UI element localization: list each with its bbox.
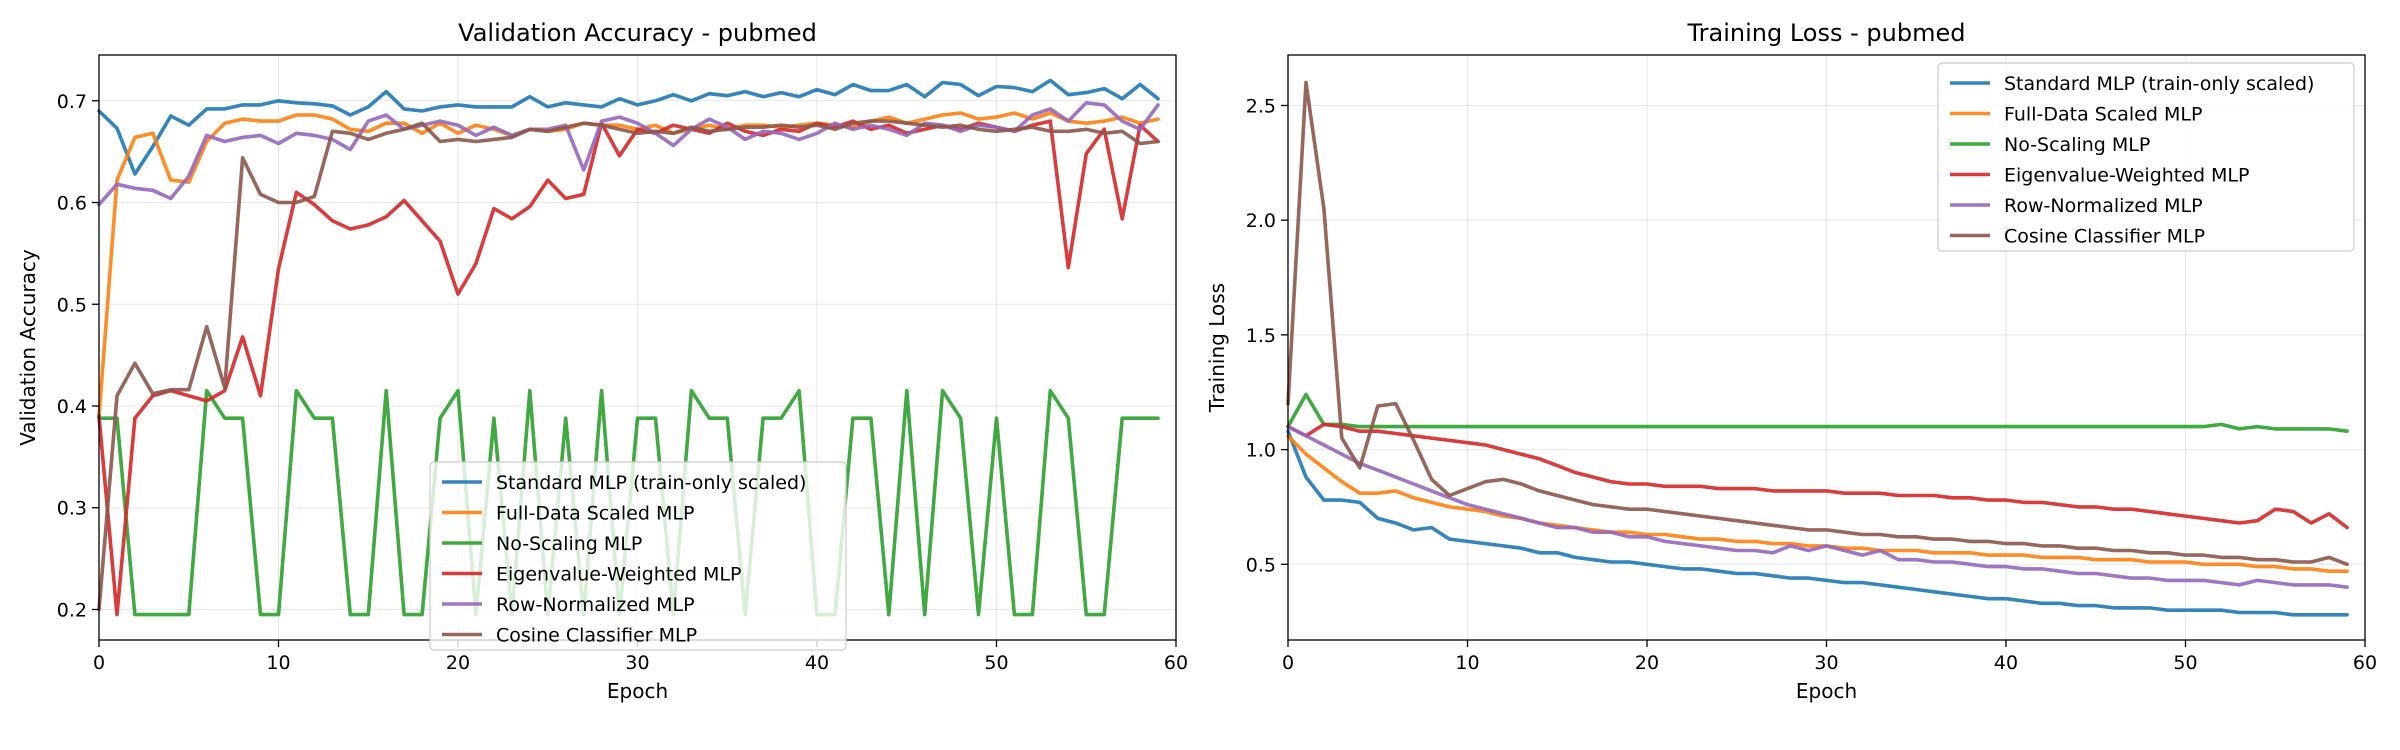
y-tick-label: 2.5	[1246, 95, 1276, 117]
series-line-0	[97, 78, 1160, 176]
legend-entry-1: Full-Data Scaled MLP	[2004, 104, 2202, 126]
x-tick-label: 20	[1635, 652, 1659, 674]
y-tick-label: 0.6	[57, 193, 87, 215]
x-tick-label: 40	[805, 652, 829, 674]
y-tick-label: 2.0	[1246, 210, 1276, 232]
chart-panel-1: 0 10 20 30 40 50 60 0.5 1.0 1.5 2.0 2.5 Training Los…	[1205, 19, 2377, 703]
y-tick-label: 0.3	[57, 498, 87, 520]
series-line-0	[1286, 429, 2349, 617]
x-tick-label: 0	[93, 652, 105, 674]
legend-box	[429, 461, 847, 651]
y-tick-label: 1.0	[1246, 440, 1276, 462]
x-tick-label: 60	[2353, 652, 2377, 674]
chart-title: Training Loss - pubmed	[1687, 19, 1966, 47]
x-axis-label: Epoch	[607, 679, 668, 703]
y-tick-label: 0.2	[57, 599, 87, 621]
series-line-4	[1286, 424, 2349, 590]
legend-entry-3: Eigenvalue-Weighted MLP	[496, 564, 741, 586]
legend-entry-4: Row-Normalized MLP	[2004, 195, 2203, 217]
x-tick-label: 50	[984, 652, 1008, 674]
series-line-1	[1286, 433, 2349, 574]
legend-entry-0: Standard MLP (train-only scaled)	[496, 472, 806, 494]
series-line-5	[1286, 80, 2349, 567]
x-tick-label: 60	[1164, 652, 1188, 674]
x-tick-label: 40	[1994, 652, 2018, 674]
x-tick-label: 20	[446, 652, 470, 674]
legend-box	[1937, 62, 2355, 252]
legend: Standard MLP (train-only scaled) Full-Dat…	[1937, 62, 2355, 252]
legend-entry-2: No-Scaling MLP	[496, 533, 642, 555]
y-axis-label: Validation Accuracy	[16, 249, 40, 446]
legend-entry-4: Row-Normalized MLP	[496, 594, 695, 616]
series-line-2	[1286, 392, 2349, 434]
x-tick-label: 50	[2173, 652, 2197, 674]
chart-title: Validation Accuracy - pubmed	[458, 19, 817, 47]
legend-entry-5: Cosine Classifier MLP	[496, 625, 697, 647]
legend-entry-5: Cosine Classifier MLP	[2004, 226, 2205, 248]
legend: Standard MLP (train-only scaled) Full-Dat…	[429, 461, 847, 651]
series-line-4	[97, 101, 1160, 207]
y-tick-label: 0.7	[57, 91, 87, 113]
series-line-5	[97, 119, 1160, 612]
x-tick-label: 10	[266, 652, 290, 674]
legend-entry-1: Full-Data Scaled MLP	[496, 503, 694, 525]
y-axis-label: Training Loss	[1205, 283, 1229, 413]
series-line-3	[1286, 422, 2349, 530]
y-tick-label: 0.5	[57, 294, 87, 316]
y-tick-label: 0.4	[57, 396, 87, 418]
legend-entry-2: No-Scaling MLP	[2004, 134, 2150, 156]
y-tick-label: 0.5	[1246, 554, 1276, 576]
x-axis-label: Epoch	[1796, 679, 1857, 703]
y-tick-label: 1.5	[1246, 325, 1276, 347]
x-tick-label: 10	[1455, 652, 1479, 674]
x-tick-label: 0	[1282, 652, 1294, 674]
series-line-1	[97, 111, 1160, 419]
x-tick-label: 30	[1814, 652, 1838, 674]
legend-entry-0: Standard MLP (train-only scaled)	[2004, 73, 2314, 95]
legend-entry-3: Eigenvalue-Weighted MLP	[2004, 165, 2249, 187]
x-tick-label: 30	[625, 652, 649, 674]
chart-panel-0: 0 10 20 30 40 50 60 0.2 0.3 0.4 0.5 0.6 0.7 Validatio…	[16, 19, 1188, 703]
